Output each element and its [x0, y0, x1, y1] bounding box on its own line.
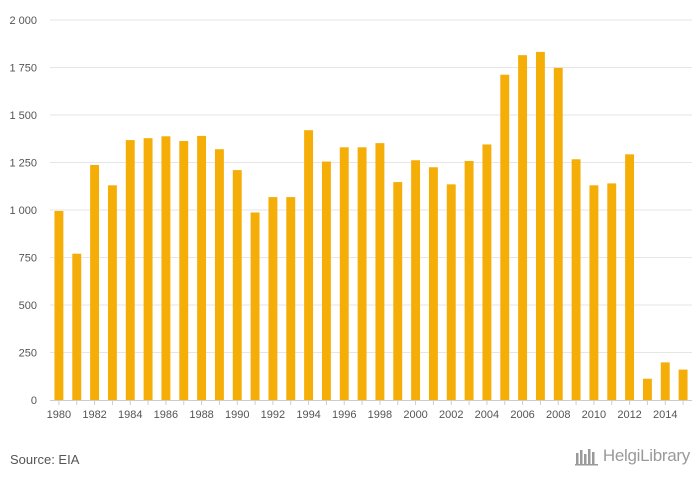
x-tick-label: 1992	[261, 409, 285, 421]
x-tick-label: 1994	[296, 409, 320, 421]
bar-2006[interactable]	[518, 55, 528, 401]
bar-1982[interactable]	[90, 164, 100, 400]
y-tick-label: 1 250	[9, 158, 37, 170]
y-tick-label: 750	[19, 253, 37, 265]
bar-1992[interactable]	[268, 197, 278, 400]
bar-1998[interactable]	[375, 143, 385, 400]
bar-1986[interactable]	[161, 136, 171, 400]
x-tick-label: 2002	[439, 409, 463, 421]
bar-2014[interactable]	[660, 362, 670, 400]
x-tick-label: 1982	[82, 409, 106, 421]
x-tick-label: 2010	[582, 409, 606, 421]
chart-footer: Source: EIA HelgiLibrary	[0, 440, 700, 483]
bar-2002[interactable]	[446, 184, 456, 400]
bar-2003[interactable]	[464, 160, 474, 400]
x-tick-label: 1988	[189, 409, 213, 421]
bar-1989[interactable]	[214, 149, 224, 400]
bar-2007[interactable]	[535, 51, 545, 401]
bar-1981[interactable]	[72, 253, 82, 400]
x-tick-label: 2000	[403, 409, 427, 421]
bar-1987[interactable]	[179, 141, 189, 400]
x-tick-label: 2006	[510, 409, 534, 421]
brand-name: HelgiLibrary	[602, 446, 690, 465]
bar-2010[interactable]	[589, 185, 599, 400]
x-tick-label: 2004	[475, 409, 499, 421]
x-tick-label: 1990	[225, 409, 249, 421]
bar-2012[interactable]	[625, 154, 635, 400]
y-tick-label: 500	[19, 300, 37, 312]
bar-2000[interactable]	[411, 160, 421, 400]
bar-2011[interactable]	[607, 183, 617, 400]
y-tick-label: 0	[31, 395, 37, 407]
bar-1996[interactable]	[339, 147, 349, 400]
y-tick-label: 250	[19, 348, 37, 360]
source-note: Source: EIA	[10, 452, 80, 467]
library-icon	[574, 449, 598, 466]
bar-2015[interactable]	[678, 369, 688, 400]
x-tick-label: 1998	[368, 409, 392, 421]
bar-2008[interactable]	[553, 67, 563, 400]
x-tick-label: 1986	[154, 409, 178, 421]
x-tick-label: 1984	[118, 409, 142, 421]
brand-logo[interactable]: HelgiLibrary	[574, 446, 690, 466]
bar-1990[interactable]	[232, 170, 242, 400]
y-tick-label: 2 000	[9, 15, 37, 27]
bar-1985[interactable]	[143, 138, 153, 400]
bar-1991[interactable]	[250, 212, 260, 400]
x-tick-label: 1980	[47, 409, 71, 421]
x-tick-label: 2008	[546, 409, 570, 421]
bar-2013[interactable]	[642, 378, 652, 400]
bar-1995[interactable]	[321, 161, 331, 400]
bar-chart: 0 250 500 750 1 000 1 250 1 500 1 750 2 000 1980 1…	[9, 15, 692, 421]
x-tick-label: 1996	[332, 409, 356, 421]
x-tick-label: 2014	[653, 409, 677, 421]
bar-2004[interactable]	[482, 144, 492, 400]
bar-1999[interactable]	[393, 182, 403, 400]
y-tick-label: 1 500	[9, 110, 37, 122]
bar-2009[interactable]	[571, 159, 581, 400]
bar-1984[interactable]	[125, 140, 135, 400]
y-tick-label: 1 750	[9, 63, 37, 75]
bar-2001[interactable]	[428, 167, 438, 400]
bar-1994[interactable]	[304, 130, 314, 400]
bar-1980[interactable]	[54, 210, 64, 400]
bar-1983[interactable]	[107, 185, 117, 400]
y-tick-label: 1 000	[9, 205, 37, 217]
bar-1997[interactable]	[357, 147, 367, 400]
x-tick-label: 2012	[617, 409, 641, 421]
bar-1993[interactable]	[286, 197, 296, 400]
bar-2005[interactable]	[500, 74, 510, 400]
bar-1988[interactable]	[197, 135, 207, 400]
